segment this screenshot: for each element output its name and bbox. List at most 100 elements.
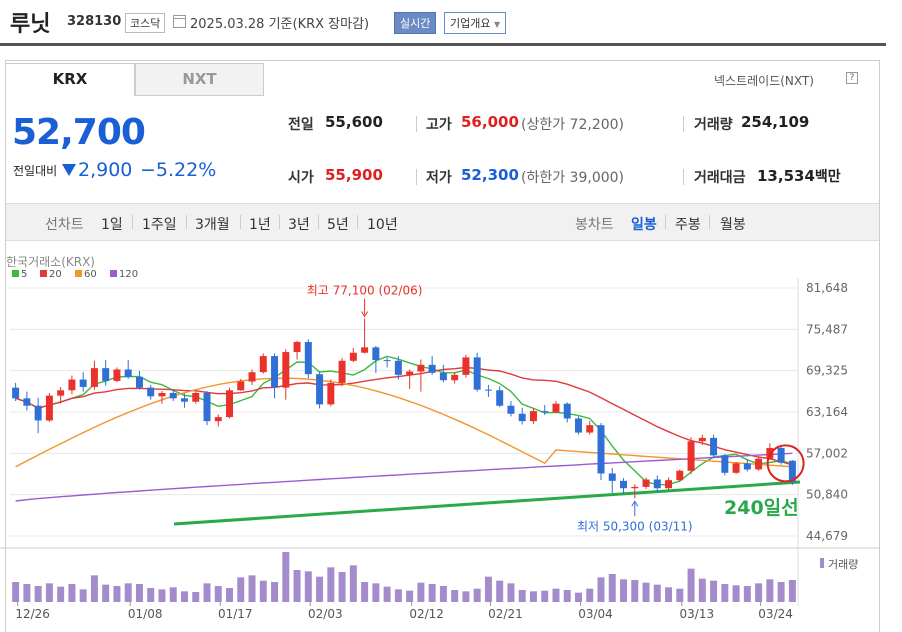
company-overview-button[interactable]: 기업개요 ▼ [444, 12, 507, 34]
realtime-button[interactable]: 실시간 [394, 12, 437, 34]
volume-bar [316, 576, 324, 602]
ma-5-line [15, 355, 793, 486]
volume-bar [372, 583, 380, 602]
base-date: 2025.03.28 기준(KRX 장마감) [190, 17, 370, 32]
period-daily[interactable]: 일봉 [631, 217, 657, 233]
period-3y[interactable]: 3년 [288, 217, 310, 233]
change-label: 전일대비 [13, 164, 58, 178]
candle-body [788, 460, 796, 483]
y-tick-label: 69,325 [806, 364, 848, 378]
candle-body [79, 379, 87, 387]
candles [12, 318, 796, 499]
chart-source: 한국거래소(KRX) [6, 255, 95, 269]
candle-body [428, 364, 436, 373]
low-arrow-head [631, 500, 639, 507]
volume-bar [541, 590, 549, 602]
period-monthly[interactable]: 월봉 [720, 217, 746, 233]
nxt-link[interactable]: 넥스트레이드(NXT) [714, 74, 814, 88]
y-axis: 81,648 75,487 69,325 63,164 57,002 50,840 44,6… [806, 281, 848, 543]
tab-nxt[interactable]: NXT [135, 63, 264, 96]
candle-body [496, 390, 504, 406]
x-tick-label: 02/03 [308, 607, 343, 621]
candle-body [665, 480, 673, 489]
trendline-240-line [173, 480, 801, 526]
volume-bar [687, 568, 695, 602]
volume-bar [271, 582, 279, 602]
candle-body [473, 357, 481, 390]
volume-bar [45, 583, 53, 602]
header-divider [0, 43, 886, 46]
divider [665, 215, 666, 229]
candle-body [406, 371, 414, 375]
volume-bar [34, 586, 42, 602]
change-percent: −5.22% [140, 159, 217, 181]
period-1y[interactable]: 1년 [249, 217, 271, 233]
period-1d[interactable]: 1일 [101, 217, 123, 233]
tab-krx[interactable]: KRX [6, 63, 135, 96]
low-annotation: 최저 50,300 (03/11) [577, 519, 693, 533]
candle-body [23, 398, 31, 406]
y-tick-label: 57,002 [806, 446, 848, 460]
candle-body [439, 372, 447, 381]
volume-bar [406, 590, 414, 602]
amount-value: 13,534백만 [757, 167, 841, 185]
candle-body [169, 392, 177, 399]
candle-body [248, 372, 256, 382]
candle-body [282, 352, 290, 388]
help-icon[interactable]: ? [846, 72, 858, 84]
divider [709, 215, 710, 229]
candle-body [462, 357, 470, 375]
volume-bar [451, 590, 459, 602]
period-10y[interactable]: 10년 [367, 217, 398, 233]
candle-body [34, 405, 42, 421]
candle-body [653, 479, 661, 489]
candle-body [698, 437, 706, 442]
candle-body [721, 455, 729, 473]
candle-body [203, 392, 211, 422]
volume-bar [338, 572, 346, 602]
x-tick-label: 03/24 [758, 607, 793, 621]
legend-swatch-20 [40, 270, 47, 277]
candle-body [90, 368, 98, 387]
y-tick-label: 75,487 [806, 322, 848, 336]
x-tick-label: 03/04 [578, 607, 613, 621]
volume-bar [743, 586, 751, 602]
candle-body [147, 387, 155, 397]
x-tick-label: 03/13 [680, 607, 715, 621]
y-tick-label: 81,648 [806, 281, 848, 295]
candle-body [316, 374, 324, 405]
volume-bar [721, 584, 729, 602]
candle-body [586, 425, 594, 433]
period-1w[interactable]: 1주일 [142, 217, 177, 233]
volume-bar [439, 586, 447, 602]
candle-body [12, 387, 20, 399]
ma-20-line [15, 366, 793, 466]
candle-body [214, 417, 222, 422]
candle-body [777, 447, 785, 463]
candle-body [271, 356, 279, 388]
period-weekly[interactable]: 주봉 [675, 217, 701, 233]
volume-bar [507, 583, 515, 602]
volume-bar [665, 587, 673, 602]
period-5y[interactable]: 5년 [327, 217, 349, 233]
candle-body [383, 360, 391, 362]
candle-body [608, 473, 616, 481]
volume-bar [135, 584, 143, 602]
candle-body [574, 418, 582, 433]
candle-body [57, 390, 65, 396]
candle-chart-label: 봉차트 [575, 217, 614, 233]
volume-bar [552, 588, 560, 602]
period-3m[interactable]: 3개월 [195, 217, 230, 233]
volume-bar [124, 583, 132, 602]
divider [416, 169, 417, 185]
candle-body [180, 398, 188, 402]
volume-bar [158, 589, 166, 602]
current-price: 52,700 [12, 112, 146, 153]
divider [186, 215, 187, 229]
candle-body [372, 347, 380, 361]
volume-legend-swatch [820, 558, 824, 568]
volume-bar [259, 580, 267, 602]
divider [683, 116, 684, 132]
price-chart[interactable]: 한국거래소(KRX) 5 20 60 120 81,648 75,487 69,325 63… [0, 244, 902, 632]
volume-bar [90, 575, 98, 602]
